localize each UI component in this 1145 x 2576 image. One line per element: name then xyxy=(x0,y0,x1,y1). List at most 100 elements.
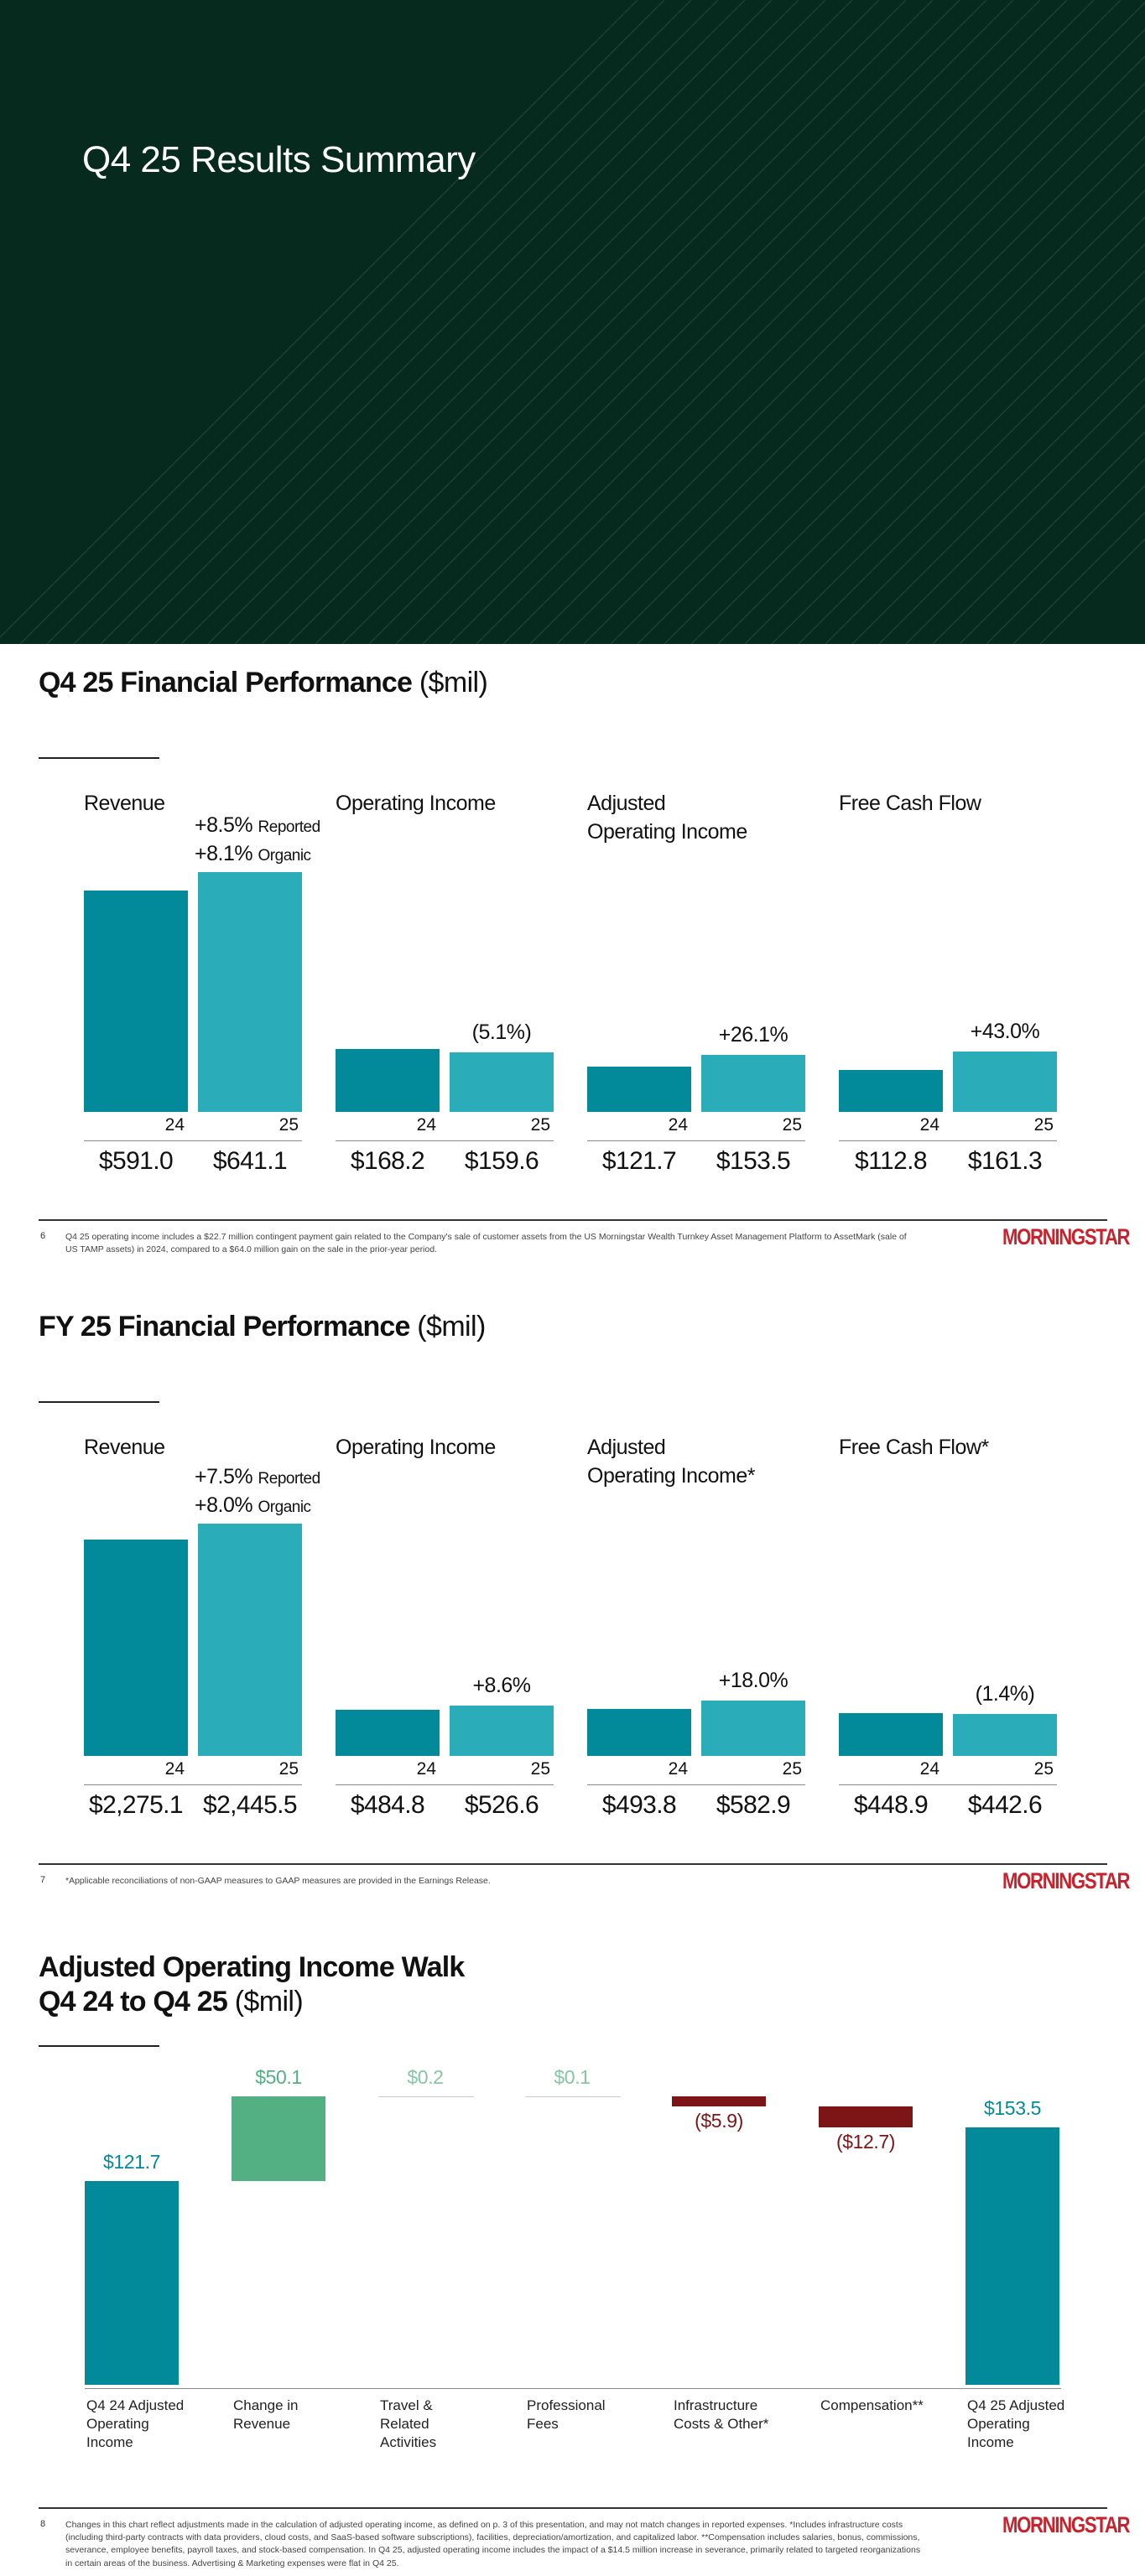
slide-title-unit: ($mil) xyxy=(234,1985,304,2018)
category-label: Q4 25 Adjusted Operating Income xyxy=(967,2397,1065,2451)
morningstar-logo: MORNINGSTAR xyxy=(1002,1224,1131,1249)
cover-stripe xyxy=(73,0,719,644)
cover-stripe xyxy=(851,351,1145,644)
cover-stripe xyxy=(959,458,1145,644)
bar-prior-year xyxy=(839,1713,943,1756)
bar-prior-year xyxy=(84,1540,188,1756)
bar-prior-year xyxy=(84,891,188,1112)
value-label: $0.1 xyxy=(554,2065,591,2088)
axis-line xyxy=(84,1140,302,1141)
cover-stripe xyxy=(798,297,1145,644)
cover-stripe xyxy=(878,377,1145,644)
cover-stripe xyxy=(932,431,1145,644)
slide-title-line1: Adjusted Operating Income Walk xyxy=(39,1951,465,1983)
cover-stripe xyxy=(368,0,1014,644)
panel-title: Operating Income xyxy=(336,1434,496,1462)
decrease-bar xyxy=(819,2106,913,2127)
cover-stripe xyxy=(19,0,665,644)
cover-stripe xyxy=(905,404,1145,644)
value-label: $484.8 xyxy=(350,1791,425,1819)
cover-stripe xyxy=(234,0,880,644)
bar-current-year xyxy=(450,1052,554,1112)
cover-stripe xyxy=(825,324,1145,644)
bar-prior-year xyxy=(839,1070,943,1112)
panel-title-line: Operating Income xyxy=(336,792,496,815)
cover-stripe xyxy=(449,0,1095,644)
fy-performance-slide: FY 25 Financial Performance ($mil) Reven… xyxy=(0,1288,1145,1932)
panel-title: Adjusted Operating Income* xyxy=(587,1434,755,1491)
growth-label: (1.4%) xyxy=(975,1682,1035,1706)
panel-title: Adjusted Operating Income xyxy=(587,790,747,847)
axis-line xyxy=(839,1784,1057,1785)
cover-stripe-pattern xyxy=(0,0,1145,644)
walk-slide: Adjusted Operating Income Walk Q4 24 to … xyxy=(0,1932,1145,2576)
bar-current-year xyxy=(198,872,302,1112)
footnote: *Applicable reconciliations of non-GAAP … xyxy=(65,1876,491,1886)
footer-divider xyxy=(39,1219,1107,1221)
total-bar xyxy=(85,2180,179,2385)
cover-stripe xyxy=(127,0,773,644)
footnote: Q4 25 operating income includes a $22.7 … xyxy=(65,1232,907,1255)
year-label: 24 xyxy=(416,1759,436,1779)
cover-stripe xyxy=(771,270,1145,644)
cover-stripe xyxy=(556,55,1145,644)
panel-title-line: Revenue xyxy=(84,1436,165,1459)
value-label: $526.6 xyxy=(464,1791,539,1819)
morningstar-logo: MORNINGSTAR xyxy=(1002,2512,1131,2537)
bar-prior-year xyxy=(336,1049,440,1112)
page-number: 6 xyxy=(40,1231,46,1241)
cover-stripe xyxy=(986,485,1145,644)
category-label: Compensation** xyxy=(820,2397,924,2413)
value-label: $161.3 xyxy=(967,1147,1043,1175)
bar-current-year xyxy=(450,1706,554,1756)
bar-prior-year xyxy=(587,1067,691,1112)
cover-stripe xyxy=(395,0,1041,644)
value-label: $2,275.1 xyxy=(89,1791,184,1819)
cover-stripe xyxy=(744,243,1145,644)
panel-title-line: Revenue xyxy=(84,792,165,815)
value-label: $582.9 xyxy=(716,1791,791,1819)
panel-title: Revenue xyxy=(84,790,165,818)
cover-stripe xyxy=(100,0,746,644)
q4-performance-slide: Q4 25 Financial Performance ($mil) Reven… xyxy=(0,644,1145,1288)
footnote: Changes in this chart reflect adjustment… xyxy=(65,2520,921,2568)
year-label: 24 xyxy=(919,1115,939,1135)
year-label: 24 xyxy=(668,1115,688,1135)
cover-stripe xyxy=(502,2,1145,644)
title-rule xyxy=(39,1401,159,1403)
value-label: $591.0 xyxy=(98,1147,174,1175)
panel-title-line: Operating Income xyxy=(587,819,747,844)
increase-bar xyxy=(232,2096,325,2181)
panel-title-line: Adjusted xyxy=(587,1436,666,1459)
cover-stripe xyxy=(0,0,638,638)
growth-note: Reported xyxy=(258,1470,321,1488)
year-label: 25 xyxy=(530,1115,550,1135)
value-label: $641.1 xyxy=(212,1147,288,1175)
page-number: 7 xyxy=(40,1875,46,1885)
title-rule xyxy=(39,2045,159,2047)
cover-stripe xyxy=(154,0,799,644)
year-label: 25 xyxy=(530,1759,550,1779)
cover-stripe xyxy=(180,0,826,644)
value-label: $448.9 xyxy=(853,1791,929,1819)
panel-title: Revenue xyxy=(84,1434,165,1462)
value-label: $121.7 xyxy=(103,2150,160,2173)
cover-stripe xyxy=(422,0,1068,644)
cover-stripe xyxy=(529,29,1145,644)
cover-stripe xyxy=(315,0,960,644)
cover-stripe xyxy=(1012,512,1145,644)
cover-stripe xyxy=(717,216,1145,644)
cover-stripe xyxy=(341,0,987,644)
axis-line xyxy=(587,1140,805,1141)
page-number: 8 xyxy=(40,2519,46,2529)
bar-current-year xyxy=(701,1701,805,1756)
cover-stripe xyxy=(664,163,1145,644)
bar-current-year xyxy=(701,1055,805,1112)
cover-stripe xyxy=(261,0,907,644)
axis-line xyxy=(839,1140,1057,1141)
cover-stripe xyxy=(288,0,934,644)
axis-line xyxy=(336,1140,554,1141)
year-label: 25 xyxy=(1033,1115,1054,1135)
slide-title: Q4 25 Financial Performance ($mil) xyxy=(39,666,488,700)
year-label: 25 xyxy=(278,1115,299,1135)
